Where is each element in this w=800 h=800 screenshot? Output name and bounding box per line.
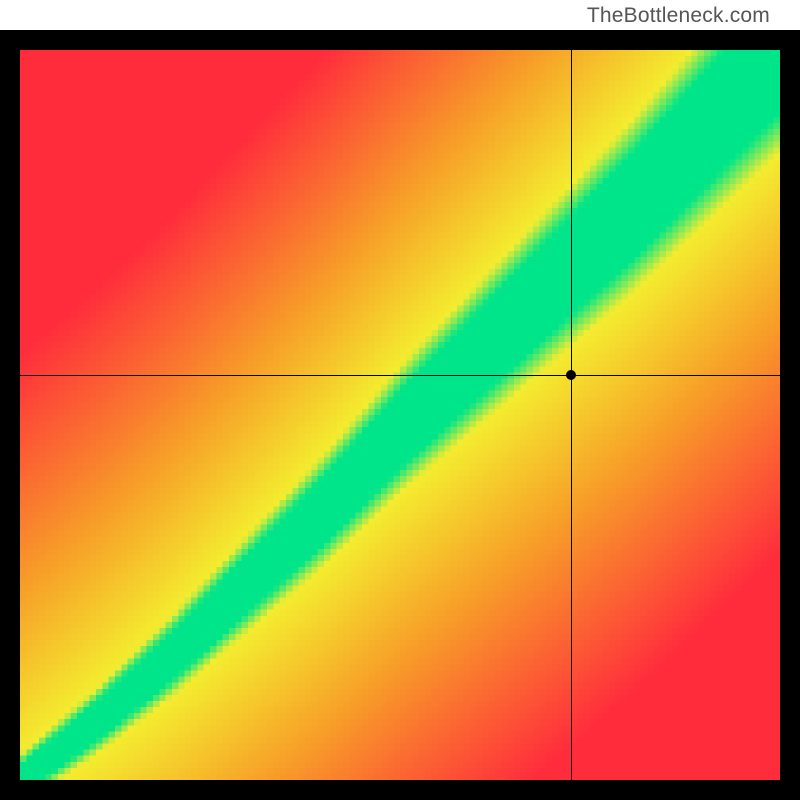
- chart-frame: [0, 30, 800, 800]
- root-container: TheBottleneck.com: [0, 0, 800, 800]
- watermark-text: TheBottleneck.com: [587, 4, 770, 28]
- crosshair-horizontal: [20, 375, 780, 376]
- plot-area: [20, 50, 780, 780]
- point-marker: [566, 370, 576, 380]
- crosshair-vertical: [571, 50, 572, 780]
- heatmap-canvas: [20, 50, 780, 780]
